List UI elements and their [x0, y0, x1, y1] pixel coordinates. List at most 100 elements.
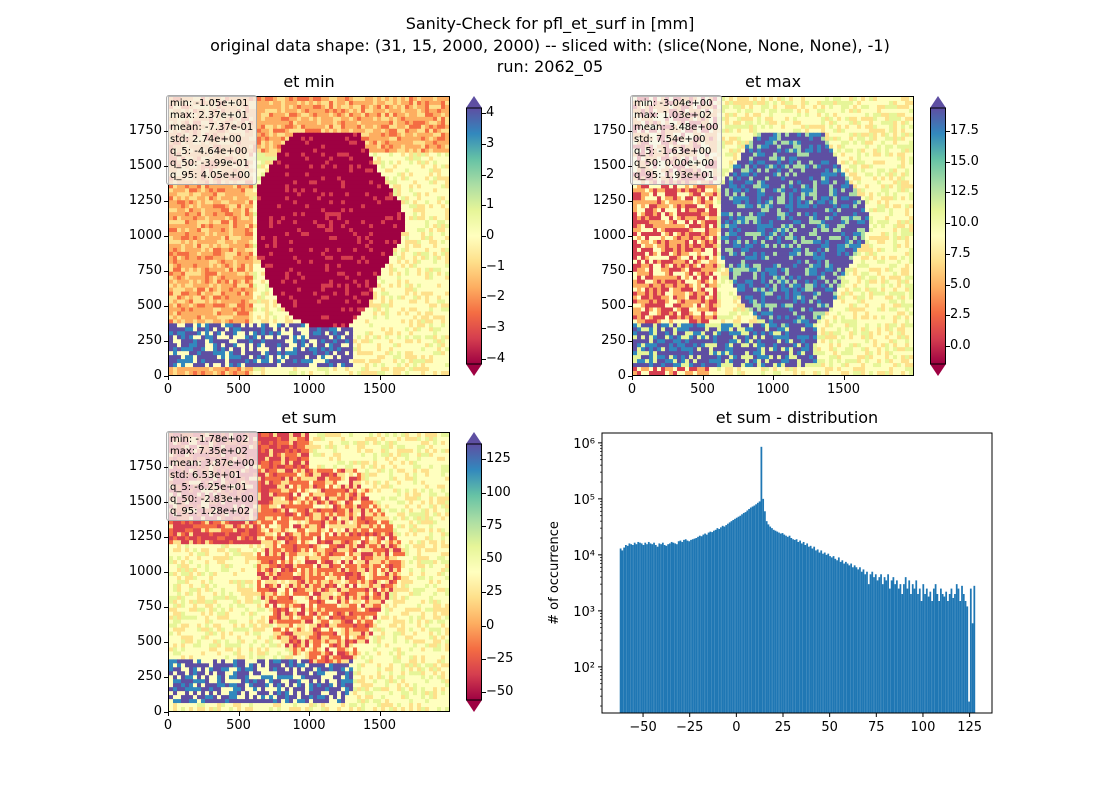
colorbar-tick-label: 75 [486, 517, 503, 533]
colorbar-tick-mark [946, 253, 950, 255]
hist-bar [955, 584, 958, 713]
colorbar-tick-mark [482, 659, 486, 661]
hist-bar [883, 577, 886, 713]
hist-bar [677, 541, 680, 713]
y-tick-label: 500 [137, 298, 162, 313]
colorbar-tick-label: 3 [486, 135, 495, 151]
hist-bar [931, 601, 933, 713]
colorbar-tick-mark [946, 161, 950, 163]
y-tick-mark [164, 166, 168, 167]
x-tick-label: 0 [163, 718, 173, 733]
hist-bar [941, 594, 944, 713]
hist-bar [786, 536, 789, 713]
hist-bar [957, 588, 960, 713]
hist-bar [767, 524, 770, 713]
y-tick-mark [164, 677, 168, 678]
hist-bar [911, 584, 914, 713]
hist-bar [799, 540, 801, 713]
dist-title: et sum - distribution [715, 408, 879, 427]
hist-bar [721, 525, 724, 713]
et-max-map [632, 96, 914, 376]
hist-bar [665, 545, 668, 713]
x-tick-mark [843, 376, 845, 380]
y-tick-label: 750 [137, 599, 162, 614]
hist-bar [894, 584, 897, 713]
hist-bar [880, 574, 882, 713]
y-tick-label: 1500 [128, 494, 162, 509]
colorbar-tick-label: −50 [486, 684, 514, 700]
hist-bar [751, 506, 754, 713]
hist-bar [697, 536, 699, 713]
colorbar-tick-label: 10.0 [950, 215, 979, 231]
y-tick-label: 0 [153, 704, 162, 719]
hist-bar [927, 596, 930, 713]
hist-bar [693, 538, 696, 713]
x-tick-label: 0 [732, 720, 740, 735]
et-max-title: et max [744, 72, 802, 91]
hist-bar [755, 504, 757, 713]
hist-bar [815, 550, 817, 713]
hist-bar [698, 535, 701, 713]
et-min-colorbar [466, 96, 482, 376]
hist-bar [857, 569, 860, 713]
hist-bar [691, 539, 694, 713]
hist-bar [783, 534, 786, 713]
colorbar-tick-mark [482, 525, 486, 527]
y-tick-mark [164, 271, 168, 272]
x-tick-label: 1000 [756, 382, 790, 397]
hist-bar [834, 558, 837, 713]
hist-bar [705, 534, 708, 713]
hist-bar [690, 539, 692, 713]
x-tick-label: 500 [226, 382, 251, 397]
x-tick-mark [309, 376, 310, 380]
x-tick-mark [702, 376, 704, 380]
x-tick-label: 50 [821, 720, 838, 735]
y-tick-label: 750 [601, 263, 626, 278]
hist-bar [711, 532, 713, 713]
y-tick-label: 10⁶ [573, 437, 595, 452]
y-tick-label: 250 [601, 333, 626, 348]
colorbar-tick-label: 0.0 [950, 338, 971, 354]
colorbar-tick-label: −1 [486, 258, 506, 274]
colorbar-tick-label: 2 [486, 166, 495, 182]
hist-bar [632, 545, 634, 713]
hist-bar [904, 577, 907, 713]
hist-bar [903, 584, 905, 713]
y-tick-mark [164, 306, 168, 307]
hist-bar [654, 545, 657, 713]
hist-bar [656, 546, 659, 713]
colorbar-tick-mark [482, 236, 486, 237]
hist-bar [681, 541, 684, 713]
hist-bar [683, 539, 685, 713]
hist-bar [906, 588, 909, 713]
hist-bar [813, 546, 816, 713]
hist-bar [873, 577, 875, 713]
y-tick-label: 1500 [592, 158, 626, 173]
hist-bar [628, 543, 631, 713]
y-tick-mark [628, 271, 632, 272]
hist-bar [913, 588, 916, 713]
hist-bar [746, 510, 749, 713]
hist-bar [640, 543, 643, 713]
colorbar-extend-bottom [466, 700, 482, 712]
hist-bar [959, 601, 962, 713]
hist-frame [601, 432, 993, 714]
hist-bar [867, 584, 870, 713]
hist-bar [739, 515, 742, 713]
hist-bar [792, 539, 794, 713]
hist-bar [848, 565, 851, 713]
hist-bar [969, 588, 972, 713]
hist-bar [846, 563, 849, 713]
hist-bar [720, 527, 722, 713]
hist-bar [811, 548, 814, 713]
y-tick-label: 1000 [592, 228, 626, 243]
et-sum-stats: min: -1.78e+02 max: 7.35e+02 mean: 3.87e+0… [166, 431, 259, 521]
colorbar-tick-mark [482, 459, 486, 461]
hist-bar [728, 522, 731, 713]
hist-bar [797, 541, 800, 713]
x-tick-label: 1000 [292, 382, 326, 397]
y-tick-mark [164, 712, 168, 713]
hist-bar [633, 542, 636, 713]
hist-bar [925, 588, 928, 713]
hist-bar [793, 539, 796, 713]
